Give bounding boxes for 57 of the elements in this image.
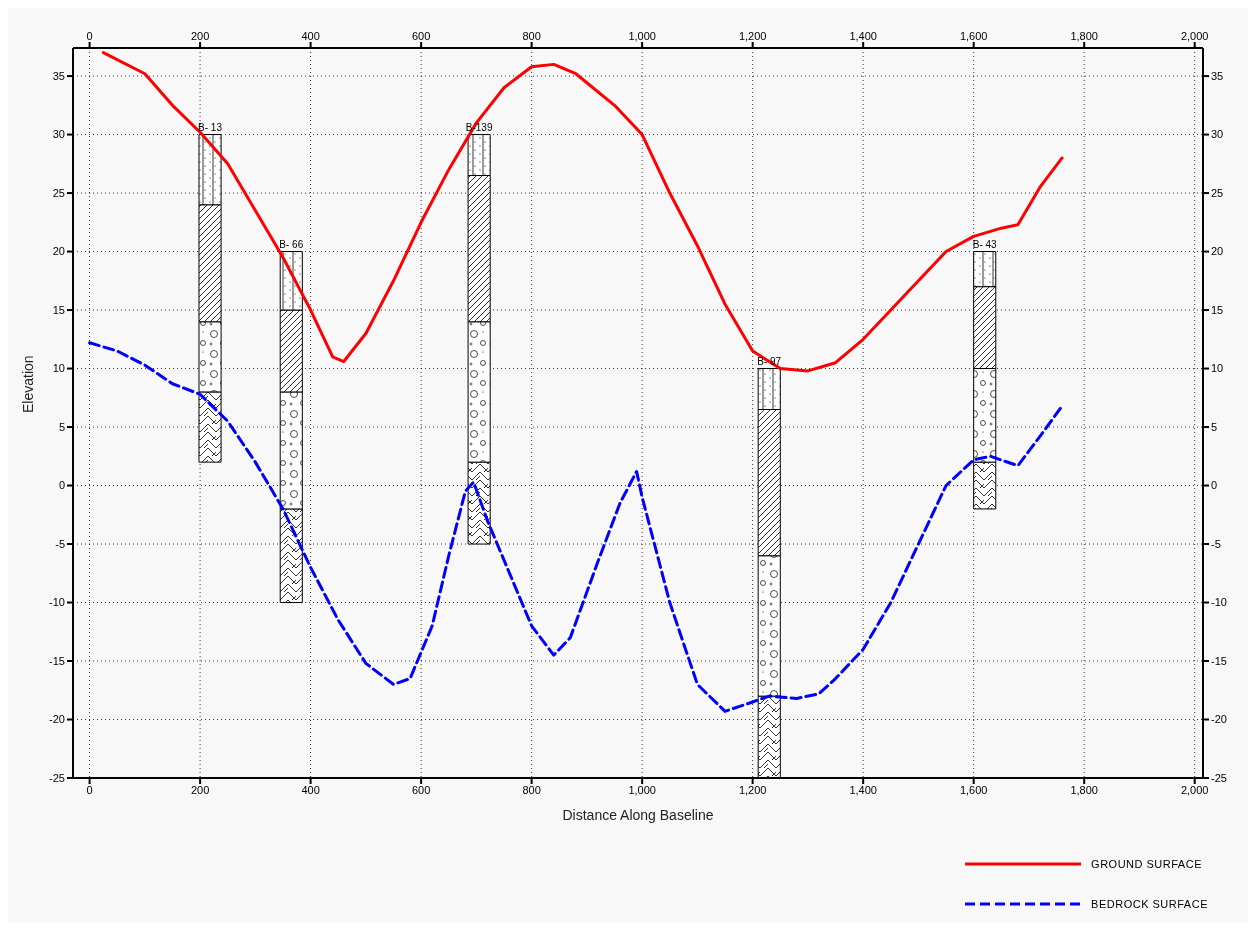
x2-tick-label: 1,000 [628, 30, 656, 42]
y-tick-label: -5 [55, 537, 65, 550]
x-tick-label: 1,800 [1070, 783, 1098, 796]
y-tick-label: 20 [52, 245, 65, 258]
x-tick-label: 600 [411, 783, 431, 796]
y2-tick-label: 25 [1211, 186, 1224, 199]
x-tick-label: 200 [190, 783, 210, 796]
x-tick-label: 400 [301, 783, 320, 796]
y2-tick-label: 30 [1211, 128, 1224, 141]
y-tick-label: -15 [49, 654, 65, 667]
x2-tick-label: 600 [411, 30, 431, 42]
x-tick-label: 2,000 [1180, 783, 1209, 796]
x2-tick-label: 2,000 [1180, 30, 1209, 42]
x-tick-label: 1,600 [959, 783, 988, 796]
y2-tick-label: 15 [1211, 303, 1224, 316]
x-tick-label: 1,200 [738, 783, 767, 796]
y2-tick-label: 35 [1211, 69, 1224, 82]
annotation: B- 13 [198, 121, 223, 133]
x-tick-label: 800 [522, 783, 541, 796]
y-tick-label: 10 [52, 362, 65, 375]
y-tick-label: -25 [49, 771, 65, 784]
x2-tick-label: 1,800 [1070, 30, 1098, 42]
y2-tick-label: -10 [1211, 596, 1227, 609]
y2-tick-label: 5 [1211, 420, 1218, 433]
x2-tick-label: 400 [301, 30, 320, 42]
y-tick-label: 25 [52, 186, 65, 199]
y-tick-label: -20 [49, 713, 65, 726]
x2-tick-label: 200 [190, 30, 210, 42]
legend-box: GROUND SURFACE BEDROCK SURFACE [963, 858, 1208, 910]
line-series [101, 51, 1064, 373]
x-axis-title: Distance Along Baseline [562, 807, 714, 823]
y2-tick-label: -15 [1211, 654, 1227, 667]
y-tick-label: 30 [52, 128, 65, 141]
x2-tick-label: 0 [86, 30, 93, 42]
y-tick-label: 0 [58, 479, 65, 492]
y2-tick-label: 0 [1211, 479, 1218, 492]
annotation: B- 43 [972, 238, 998, 250]
y-axis-title: Elevation [19, 355, 36, 413]
x-tick-label: 1,000 [628, 783, 656, 796]
y-tick-label: 35 [52, 69, 65, 82]
annotation: B- 97 [757, 355, 782, 367]
y2-tick-label: 20 [1211, 245, 1224, 258]
x2-tick-label: 1,200 [738, 30, 767, 42]
y-tick-label: -10 [49, 596, 65, 609]
annotation: B- 66 [279, 238, 304, 250]
x2-tick-label: 1,400 [849, 30, 877, 42]
y2-tick-label: -25 [1211, 771, 1227, 784]
x2-tick-label: 1,600 [959, 30, 988, 42]
x-tick-label: 0 [86, 783, 93, 796]
y2-tick-label: 10 [1211, 362, 1224, 375]
x-tick-label: 1,400 [849, 783, 877, 796]
y-tick-label: 5 [58, 420, 65, 433]
x2-tick-label: 800 [522, 30, 541, 42]
line-series [88, 341, 1064, 713]
y-tick-label: 15 [52, 303, 65, 316]
y2-tick-label: -5 [1211, 537, 1221, 550]
y2-tick-label: -20 [1211, 713, 1227, 726]
